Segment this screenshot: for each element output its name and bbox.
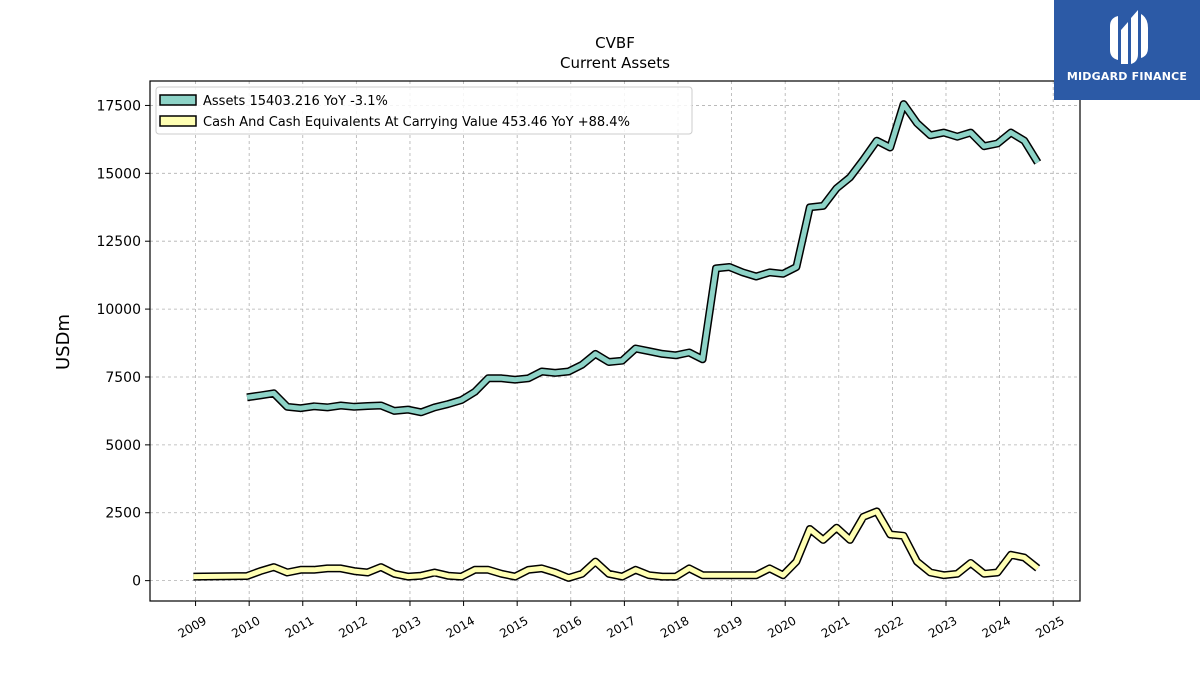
legend-label-cash: Cash And Cash Equivalents At Carrying Va… [203,115,630,130]
series-line-1 [193,508,1040,581]
y-axis-label: USDm [53,314,74,370]
y-tick-label: 17500 [96,98,141,114]
y-tick-label: 7500 [105,370,141,386]
series-outline-0 [246,100,1042,417]
x-tick-label: 2015 [497,613,530,640]
y-tick-label: 12500 [96,234,141,250]
chart-title: CVBF [595,34,635,52]
y-tick-label: 5000 [105,438,141,454]
x-tick-label: 2009 [176,613,209,640]
legend: Assets 15403.216 YoY -3.1% Cash And Cash… [155,86,693,135]
x-tick-label: 2017 [604,613,637,640]
logo-mark-icon [1110,10,1148,64]
y-tick-label: 0 [132,574,141,590]
legend-swatch-cash [159,115,197,127]
x-tick-label: 2011 [283,613,316,640]
y-axis-ticks: 0 2500 5000 7500 10000 12500 15000 17500 [96,98,150,590]
x-tick-label: 2012 [336,613,369,640]
x-axis-ticks: 2009 2010 2011 2012 2013 2014 2015 2016 2017 2018… [176,601,1067,641]
legend-swatch-assets [159,94,197,106]
x-tick-label: 2013 [390,613,423,640]
x-tick-label: 2023 [926,613,959,640]
brand-logo: MIDGARD FINANCE [1054,0,1200,100]
logo-text: MIDGARD FINANCE [1066,70,1188,83]
x-tick-label: 2016 [551,613,584,640]
x-tick-label: 2024 [980,613,1013,640]
legend-box [155,86,693,135]
x-tick-label: 2019 [712,613,745,640]
x-tick-label: 2021 [819,613,852,640]
x-tick-label: 2022 [872,613,905,640]
y-tick-label: 15000 [96,166,141,182]
series-line-0 [246,101,1040,415]
x-tick-label: 2010 [229,613,262,640]
x-tick-label: 2025 [1033,613,1066,640]
series-lines [193,100,1042,582]
grid [150,81,1080,601]
y-tick-label: 10000 [96,302,141,318]
y-tick-label: 2500 [105,506,141,522]
x-tick-label: 2020 [765,613,798,640]
x-tick-label: 2018 [658,613,691,640]
chart-subtitle: Current Assets [560,54,670,72]
x-tick-label: 2014 [444,613,477,640]
plot-frame [149,80,1081,602]
legend-label-assets: Assets 15403.216 YoY -3.1% [203,94,388,109]
